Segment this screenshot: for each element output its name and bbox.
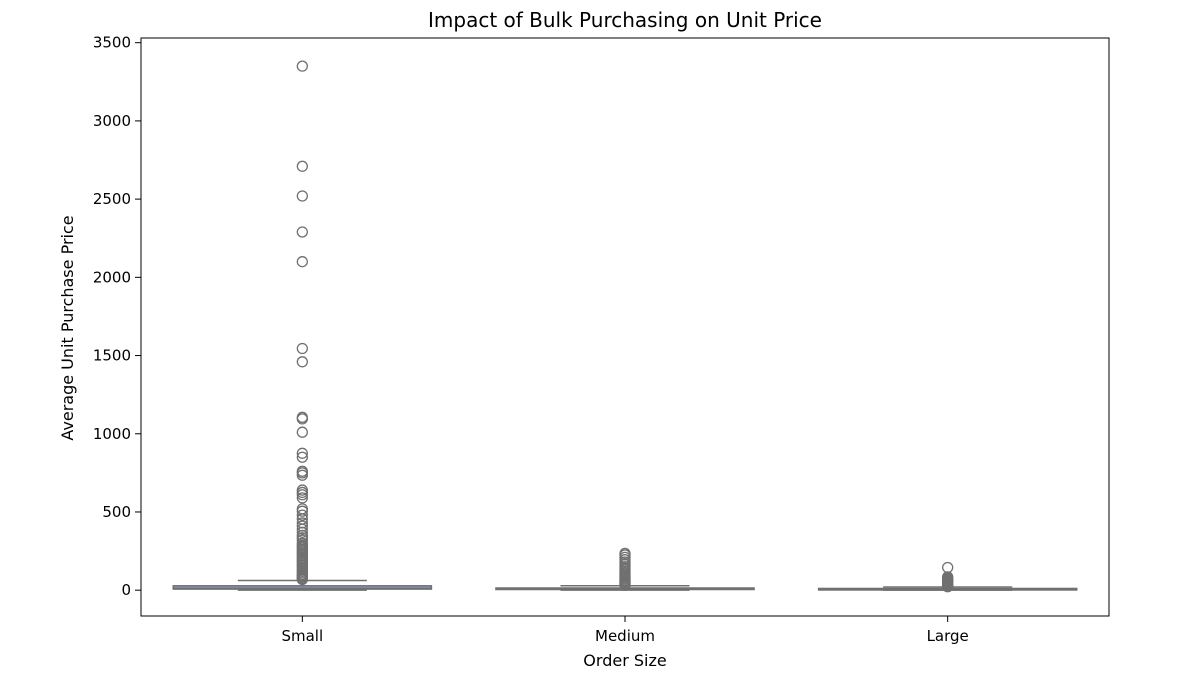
- plot-area: 0 500 1000 1500 2000 2500 3000 3500 Small Medium L…: [93, 34, 1110, 645]
- outlier-point: [296, 160, 308, 172]
- outlier-point: [296, 523, 308, 535]
- outlier-point: [296, 509, 308, 521]
- box-large: [817, 561, 1078, 593]
- outlier-point: [296, 413, 308, 425]
- y-tick-label: 3000: [93, 112, 131, 130]
- y-tick-label: 0: [121, 581, 131, 599]
- y-tick-label: 1000: [93, 425, 131, 443]
- outlier-point: [296, 526, 308, 538]
- outlier-point: [296, 256, 308, 268]
- outlier-point: [296, 492, 308, 504]
- outlier-point: [296, 505, 308, 517]
- y-tick-label: 1500: [93, 347, 131, 365]
- y-tick-label: 2000: [93, 268, 131, 286]
- x-axis-label: Order Size: [583, 651, 666, 670]
- outlier-point: [296, 469, 308, 481]
- y-axis-label: Average Unit Purchase Price: [58, 215, 77, 440]
- y-tick-label: 3500: [93, 34, 131, 52]
- box-body: [172, 585, 433, 590]
- y-tick-label: 500: [102, 503, 131, 521]
- outlier-point: [296, 356, 308, 368]
- outlier-point: [296, 60, 308, 72]
- outlier-point: [296, 451, 308, 463]
- chart-title: Impact of Bulk Purchasing on Unit Price: [428, 8, 822, 32]
- x-tick-label: Medium: [595, 627, 655, 645]
- outlier-point: [296, 447, 308, 459]
- outlier-point: [942, 581, 954, 593]
- outlier-point: [942, 561, 954, 574]
- box-small: [172, 60, 433, 591]
- box-medium: [495, 547, 755, 591]
- outlier-point: [296, 573, 308, 586]
- outlier-point: [296, 342, 308, 355]
- x-tick-label: Large: [927, 627, 969, 645]
- y-tick-label: 2500: [93, 190, 131, 208]
- outlier-point: [296, 426, 308, 438]
- x-tick-label: Small: [281, 627, 323, 645]
- plot-frame: [140, 37, 1110, 617]
- outlier-point: [296, 226, 308, 238]
- outlier-point: [296, 190, 308, 202]
- outlier-point: [619, 579, 631, 591]
- outlier-point: [296, 489, 308, 501]
